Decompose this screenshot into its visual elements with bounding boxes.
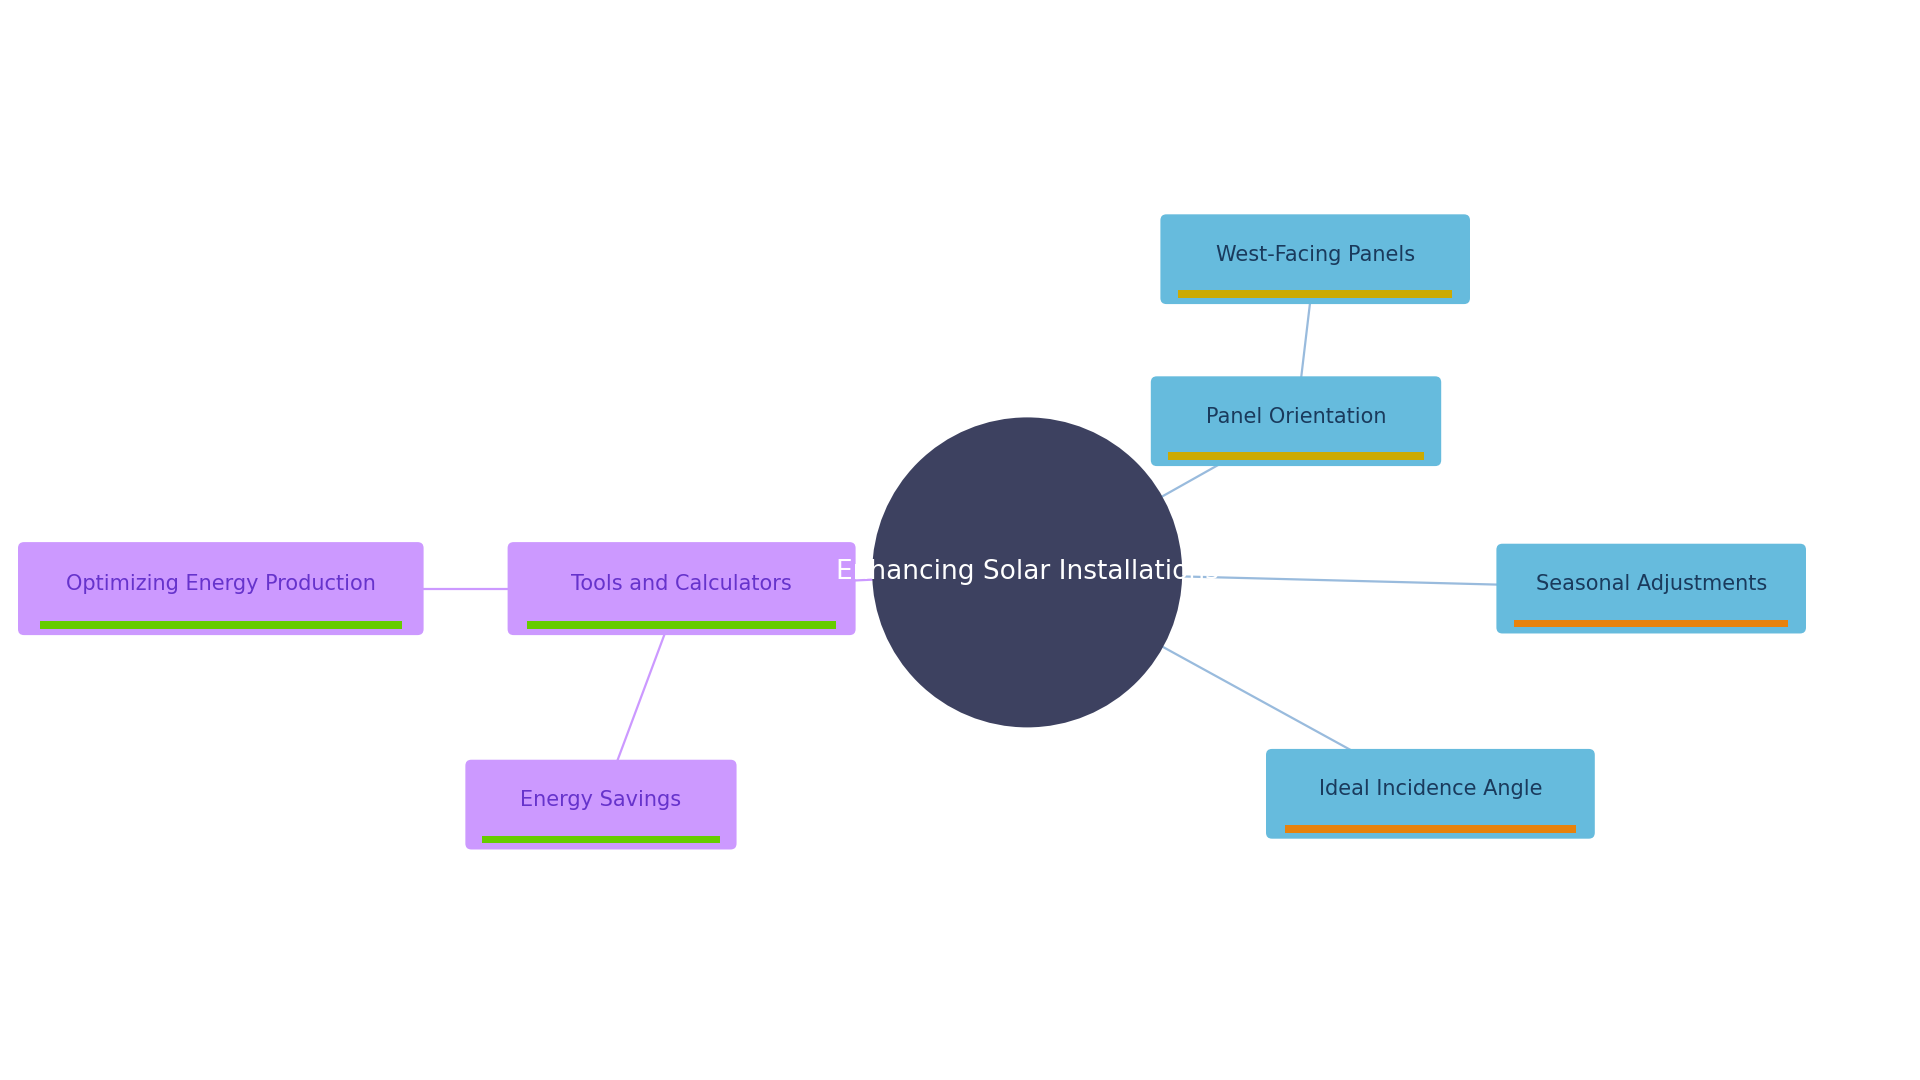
FancyBboxPatch shape	[1167, 453, 1425, 460]
Text: Panel Orientation: Panel Orientation	[1206, 406, 1386, 427]
Text: West-Facing Panels: West-Facing Panels	[1215, 244, 1415, 265]
FancyBboxPatch shape	[1265, 748, 1596, 839]
Circle shape	[872, 417, 1183, 728]
FancyBboxPatch shape	[1179, 291, 1452, 298]
FancyBboxPatch shape	[1160, 214, 1471, 305]
Text: Seasonal Adjustments: Seasonal Adjustments	[1536, 573, 1766, 594]
FancyBboxPatch shape	[1284, 825, 1576, 833]
Text: Energy Savings: Energy Savings	[520, 789, 682, 810]
FancyBboxPatch shape	[1150, 376, 1442, 467]
FancyBboxPatch shape	[17, 542, 424, 635]
FancyBboxPatch shape	[482, 836, 720, 843]
FancyBboxPatch shape	[526, 621, 837, 629]
FancyBboxPatch shape	[465, 759, 737, 850]
Text: Tools and Calculators: Tools and Calculators	[572, 573, 791, 594]
FancyBboxPatch shape	[507, 542, 856, 635]
FancyBboxPatch shape	[1496, 543, 1807, 634]
Text: Enhancing Solar Installations: Enhancing Solar Installations	[835, 559, 1219, 585]
Text: Ideal Incidence Angle: Ideal Incidence Angle	[1319, 779, 1542, 799]
Text: Optimizing Energy Production: Optimizing Energy Production	[65, 573, 376, 594]
FancyBboxPatch shape	[1515, 620, 1788, 627]
FancyBboxPatch shape	[40, 621, 401, 629]
